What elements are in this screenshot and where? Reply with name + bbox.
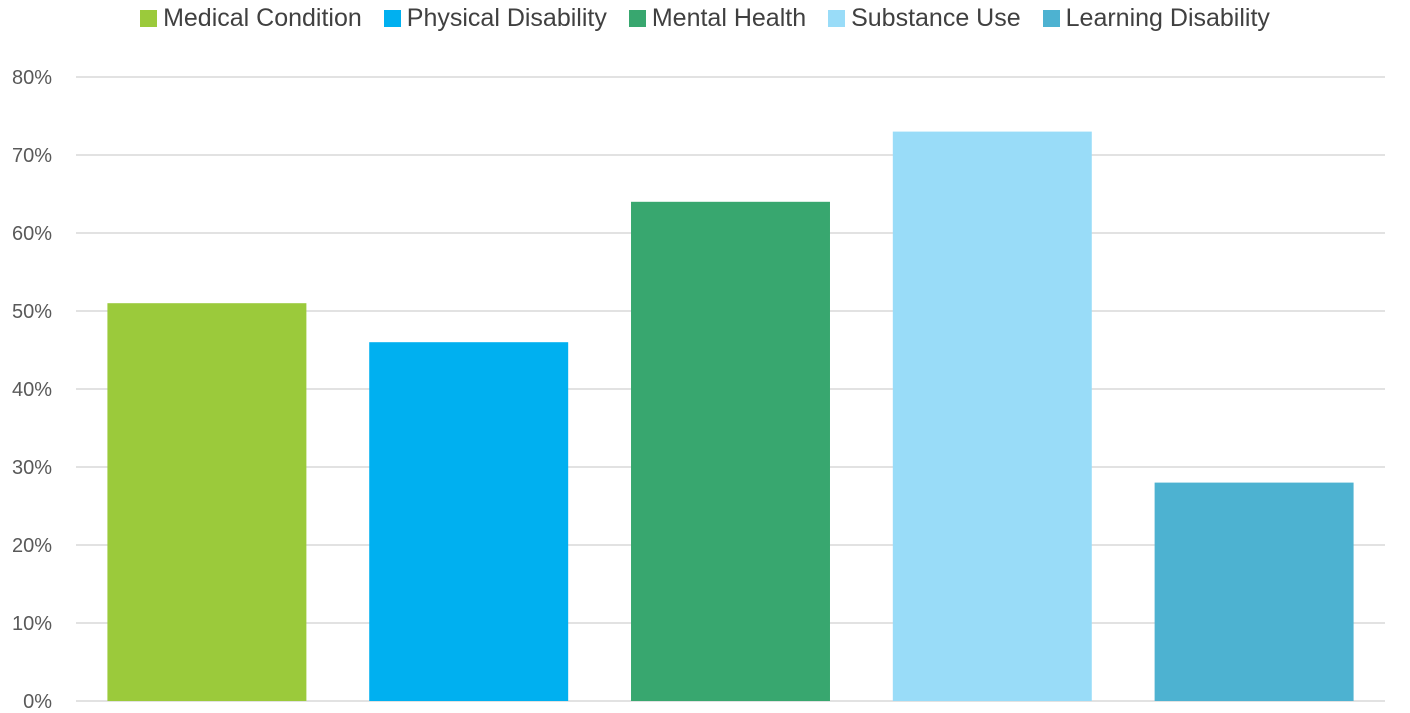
legend-swatch [828, 10, 846, 27]
legend-swatch [628, 10, 646, 27]
legend-label: Physical Disability [406, 4, 607, 32]
y-tick-label: 20% [12, 535, 52, 557]
legend-item-substance-use: Substance Use [828, 4, 1021, 33]
legend-swatch [383, 10, 401, 27]
legend-item-physical-disability: Physical Disability [383, 4, 607, 33]
y-tick-label: 80% [12, 67, 52, 89]
bars [107, 131, 1354, 702]
legend-item-learning-disability: Learning Disability [1042, 4, 1270, 33]
y-tick-label: 30% [12, 457, 52, 479]
bar-physical-disability [369, 342, 569, 701]
legend-swatch [140, 10, 158, 27]
legend-item-mental-health: Mental Health [628, 4, 807, 33]
bar-learning-disability [1154, 482, 1354, 701]
y-tick-label: 70% [12, 145, 52, 167]
y-tick-label: 40% [12, 379, 52, 401]
y-tick-label: 10% [12, 613, 52, 635]
legend-label: Medical Condition [163, 4, 362, 32]
legend-item-medical-condition: Medical Condition [140, 4, 362, 33]
y-axis-ticks: 0% 10% 20% 30% 40% 50% 60% 70% 80% [12, 67, 52, 713]
y-tick-label: 50% [12, 301, 52, 323]
legend-label: Learning Disability [1065, 4, 1270, 32]
legend-label: Mental Health [651, 4, 807, 32]
y-tick-label: 60% [12, 223, 52, 245]
y-tick-label: 0% [23, 691, 52, 713]
bar-substance-use [892, 131, 1092, 702]
bar-mental-health [631, 201, 830, 702]
bar-medical-condition [107, 303, 307, 701]
legend: Medical Condition Physical Disability Me… [0, 4, 1410, 33]
legend-swatch [1042, 10, 1060, 27]
legend-label: Substance Use [851, 4, 1021, 32]
